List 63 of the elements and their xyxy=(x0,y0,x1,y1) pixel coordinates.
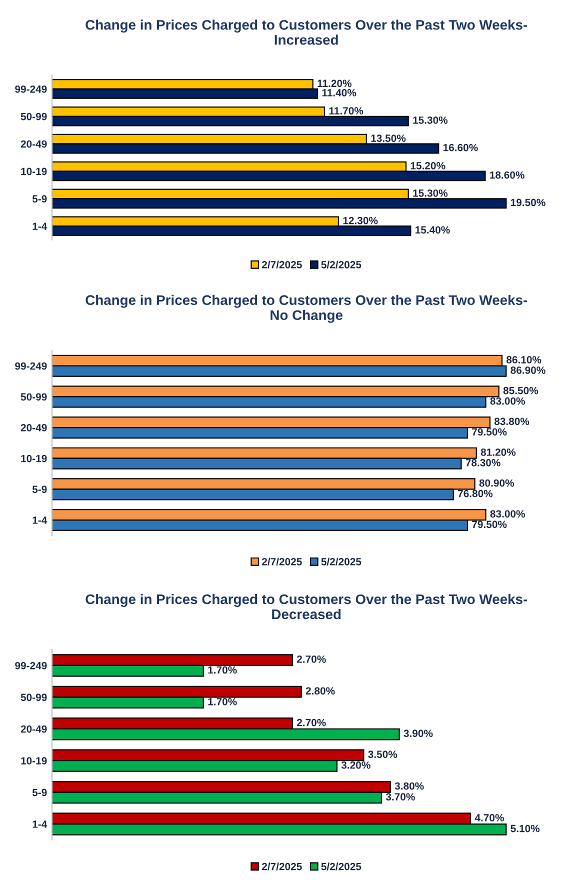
data-label: 5.10% xyxy=(510,824,540,832)
legend-label: 5/2/2025 xyxy=(321,260,362,268)
data-label: 83.00% xyxy=(490,510,526,518)
data-label: 19.50% xyxy=(510,198,546,206)
data-label: 78.30% xyxy=(466,459,500,466)
y-tick-label: 10-19 xyxy=(21,757,47,764)
data-label: 83.00% xyxy=(490,397,526,405)
chart-title: Change in Prices Charged to Customers Over the Past Two Weeks- Increased xyxy=(86,20,528,45)
legend-label: 2/7/2025 xyxy=(262,558,302,566)
data-label: 3.90% xyxy=(404,730,433,738)
y-tick-label: 1-4 xyxy=(32,222,48,230)
data-label: 3.80% xyxy=(394,782,424,790)
data-label: 13.50% xyxy=(371,134,406,142)
data-label: 11.40% xyxy=(322,89,356,96)
data-label: 12.30% xyxy=(343,216,378,224)
data-label: 80.90% xyxy=(479,479,514,487)
data-label: 11.20% xyxy=(318,80,352,88)
legend-label: 5/2/2025 xyxy=(321,862,362,870)
data-label: 81.20% xyxy=(480,448,516,456)
chart-title: Change in Prices Charged to Customers Over the Past Two Weeks- No Change xyxy=(86,294,528,323)
y-tick-label: 20-49 xyxy=(20,140,47,148)
y-tick-label: 99-249 xyxy=(15,85,47,93)
y-tick-label: 5-9 xyxy=(32,195,47,203)
legend-label: 2/7/2025 xyxy=(262,862,302,870)
data-label: 4.70% xyxy=(474,814,504,822)
y-tick-label: 50-99 xyxy=(20,694,47,702)
y-tick-label: 20-49 xyxy=(20,424,47,432)
y-tick-label: 99-249 xyxy=(15,662,47,670)
y-tick-label: 10-19 xyxy=(21,168,47,176)
data-label: 76.80% xyxy=(458,490,493,498)
data-label: 86.90% xyxy=(510,366,546,374)
data-label: 18.60% xyxy=(490,171,524,179)
data-label: 1.70% xyxy=(208,698,237,706)
y-tick-label: 50-99 xyxy=(20,112,47,120)
data-label: 2.70% xyxy=(296,655,326,663)
data-label: 85.50% xyxy=(503,386,538,394)
data-label: 83.80% xyxy=(494,418,530,426)
legend-label: 2/7/2025 xyxy=(262,260,302,268)
legend-label: 5/2/2025 xyxy=(321,558,362,566)
data-label: 1.70% xyxy=(208,666,237,674)
data-label: 11.70% xyxy=(329,107,364,115)
data-label: 2.70% xyxy=(296,718,326,726)
y-tick-label: 10-19 xyxy=(21,454,47,462)
data-label: 2.80% xyxy=(306,687,335,695)
data-label: 15.30% xyxy=(413,116,448,124)
data-label: 3.70% xyxy=(386,793,415,800)
data-label: 15.20% xyxy=(410,162,446,170)
data-label: 15.40% xyxy=(416,226,450,234)
y-tick-label: 1-4 xyxy=(32,516,48,524)
y-tick-label: 1-4 xyxy=(32,820,48,828)
data-label: 16.60% xyxy=(443,144,478,152)
data-label: 79.50% xyxy=(472,520,507,528)
data-label: 3.50% xyxy=(368,750,398,758)
data-label: 79.50% xyxy=(472,428,507,436)
chart-title: Change in Prices Charged to Customers Over the Past Two Weeks- Decreased xyxy=(86,594,528,620)
data-label: 3.20% xyxy=(341,761,370,769)
y-tick-label: 99-249 xyxy=(15,362,47,370)
data-label: 15.30% xyxy=(413,189,448,197)
y-tick-label: 50-99 xyxy=(20,393,47,401)
y-tick-label: 20-49 xyxy=(20,725,47,733)
y-tick-label: 5-9 xyxy=(32,486,47,494)
y-tick-label: 5-9 xyxy=(32,788,47,796)
data-label: 86.10% xyxy=(506,356,542,364)
